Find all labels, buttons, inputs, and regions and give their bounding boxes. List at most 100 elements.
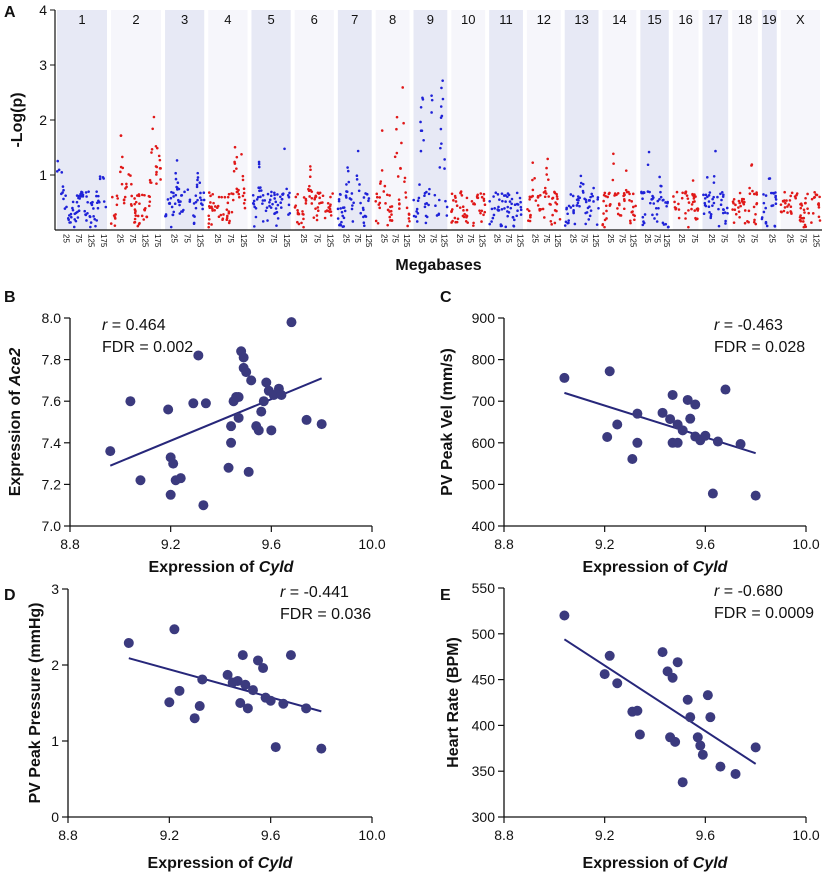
- snp-point: [183, 190, 186, 194]
- snp-point: [337, 197, 341, 201]
- snp-point: [774, 194, 777, 198]
- snp-point: [750, 163, 754, 166]
- chromosome-label: 12: [537, 12, 551, 27]
- snp-point: [405, 206, 409, 210]
- snp-point: [390, 213, 393, 216]
- snp-point: [752, 220, 756, 224]
- snp-point: [263, 199, 267, 202]
- snp-point: [501, 199, 504, 203]
- snp-point: [419, 120, 422, 124]
- snp-point: [707, 194, 711, 197]
- snp-point: [355, 178, 359, 181]
- chromosome-band: [640, 10, 669, 230]
- snp-point: [279, 195, 282, 199]
- y-tick-label: 3: [39, 57, 47, 73]
- chromosome-label: 15: [647, 12, 661, 27]
- data-point: [193, 350, 204, 361]
- snp-point: [400, 141, 403, 145]
- snp-point: [155, 182, 158, 185]
- megabase-tick-label: 75: [690, 234, 699, 243]
- chromosome-label: 1: [78, 12, 85, 27]
- data-point: [258, 396, 269, 407]
- snp-point: [150, 151, 153, 154]
- snp-point: [186, 188, 190, 191]
- chromosome-band: [413, 10, 448, 230]
- snp-point: [496, 193, 500, 196]
- megabase-tick-label: 25: [707, 234, 716, 243]
- snp-point: [318, 196, 321, 200]
- snp-point: [276, 203, 280, 207]
- snp-point: [708, 191, 712, 194]
- snp-point: [226, 214, 229, 218]
- snp-point: [207, 217, 211, 221]
- snp-point: [158, 158, 162, 162]
- snp-point: [549, 219, 553, 223]
- snp-point: [121, 166, 125, 170]
- snp-point: [479, 211, 482, 215]
- snp-point: [70, 215, 73, 219]
- snp-point: [352, 201, 355, 205]
- data-point: [200, 398, 211, 409]
- data-point: [232, 675, 243, 686]
- snp-point: [304, 202, 308, 205]
- megabase-tick-label: 125: [325, 234, 334, 248]
- snp-point: [78, 197, 81, 200]
- y-tick-label: 300: [472, 809, 496, 825]
- snp-point: [251, 193, 255, 197]
- snp-point: [526, 207, 529, 211]
- snp-point: [98, 200, 101, 204]
- y-tick-label: 4: [39, 2, 47, 18]
- snp-point: [684, 190, 688, 193]
- snp-point: [336, 207, 340, 211]
- snp-point: [787, 203, 791, 206]
- data-point: [612, 419, 623, 430]
- snp-point: [575, 204, 579, 207]
- megabase-tick-label: 75: [312, 234, 321, 243]
- snp-point: [415, 220, 419, 223]
- snp-point: [622, 194, 625, 198]
- snp-point: [737, 199, 741, 203]
- data-point: [194, 701, 205, 712]
- data-point: [685, 712, 696, 723]
- data-point: [125, 396, 136, 407]
- snp-point: [653, 217, 656, 220]
- data-point: [237, 650, 248, 661]
- regression-line: [128, 657, 322, 713]
- snp-point: [61, 185, 65, 188]
- megabase-tick-label: 125: [515, 234, 524, 248]
- r-value-annotation: r = 0.464: [102, 317, 166, 334]
- y-tick-label: 500: [472, 476, 496, 492]
- snp-point: [89, 225, 92, 229]
- snp-point: [779, 203, 783, 206]
- snp-point: [407, 217, 411, 220]
- snp-point: [77, 204, 80, 208]
- snp-point: [795, 192, 799, 195]
- snp-point: [677, 208, 681, 211]
- snp-point: [664, 222, 668, 226]
- snp-point: [603, 225, 606, 229]
- megabase-tick-label: 75: [428, 234, 437, 243]
- snp-point: [567, 219, 571, 222]
- snp-point: [147, 194, 151, 198]
- snp-point: [379, 182, 382, 185]
- snp-point: [258, 186, 261, 190]
- snp-point: [592, 186, 595, 190]
- snp-point: [659, 195, 663, 199]
- snp-point: [96, 206, 100, 210]
- snp-point: [674, 206, 678, 210]
- megabase-tick-label: 25: [737, 234, 746, 243]
- data-point: [123, 637, 134, 648]
- snp-point: [595, 223, 599, 226]
- megabase-tick-label: 25: [213, 234, 222, 243]
- snp-point: [817, 215, 821, 219]
- snp-point: [137, 193, 141, 196]
- snp-point: [273, 193, 276, 197]
- snp-point: [579, 174, 583, 178]
- snp-point: [673, 200, 676, 204]
- snp-point: [497, 209, 500, 212]
- snp-point: [154, 165, 158, 168]
- snp-point: [659, 190, 662, 194]
- snp-point: [341, 214, 345, 218]
- snp-point: [528, 198, 531, 201]
- data-point: [197, 674, 208, 685]
